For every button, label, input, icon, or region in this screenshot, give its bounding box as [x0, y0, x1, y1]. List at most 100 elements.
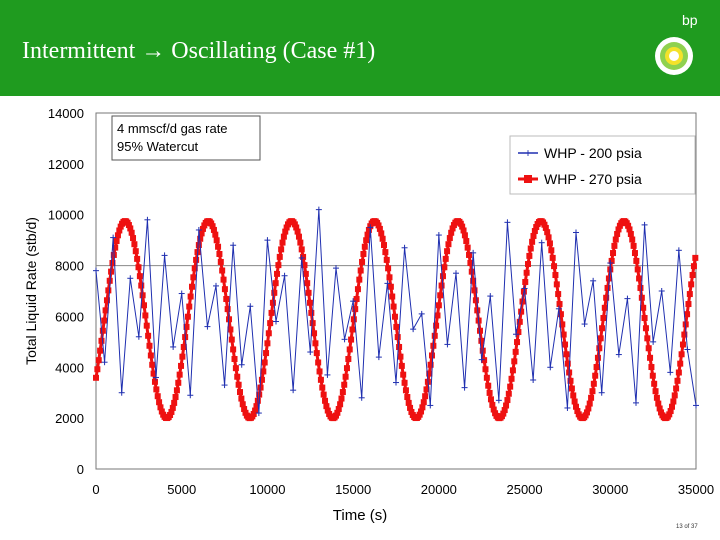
- series-270-point: [171, 399, 178, 406]
- series-270-point: [518, 308, 525, 315]
- series-270-point: [573, 403, 579, 410]
- series-200-point: [333, 265, 339, 272]
- x-tick-label: 25000: [506, 482, 542, 497]
- series-200-point: [598, 389, 605, 396]
- legend-label-200: WHP - 200 psia: [544, 145, 642, 161]
- series-270-point: [175, 379, 182, 386]
- series-200-point: [667, 369, 674, 376]
- series-200-point: [135, 333, 142, 340]
- y-tick-label: 12000: [48, 157, 84, 172]
- series-270-point: [375, 222, 382, 229]
- series-270-point: [404, 394, 411, 401]
- series-270-point: [335, 406, 342, 413]
- series-270-point: [402, 387, 409, 394]
- series-270-point: [614, 231, 621, 238]
- series-270-point: [396, 344, 403, 351]
- series-200-point: [213, 282, 219, 289]
- series-270-point: [516, 318, 523, 325]
- series-270-point: [477, 327, 483, 334]
- series-270-point: [586, 400, 593, 407]
- series-270-point: [361, 243, 368, 250]
- series-270-point: [408, 408, 415, 415]
- series-270-point: [482, 366, 489, 373]
- series-270-point: [354, 286, 361, 293]
- y-tick-label: 8000: [55, 259, 84, 274]
- series-200-point: [367, 224, 374, 231]
- series-200-point: [590, 277, 597, 284]
- series-270-point: [349, 326, 356, 333]
- series-270-point: [293, 224, 300, 231]
- series-200-point: [170, 343, 177, 350]
- series-270-point: [231, 356, 238, 363]
- series-270-point: [274, 270, 281, 277]
- series-270-point: [630, 242, 637, 249]
- series-270-point: [589, 388, 596, 395]
- series-200-point: [358, 394, 365, 401]
- series-270-point: [523, 269, 530, 276]
- series-200-point: [564, 404, 571, 411]
- series-270-point: [553, 281, 560, 288]
- series-270-point: [168, 408, 175, 415]
- series-270-point: [212, 231, 219, 238]
- series-270-point: [512, 348, 519, 355]
- series-270-point: [145, 332, 152, 339]
- series-200-point: [495, 397, 502, 404]
- series-270-point: [320, 391, 327, 398]
- y-axis-label: Total Liquid Rate (stb/d): [23, 217, 39, 365]
- series-270-point: [253, 403, 260, 410]
- series-270-point: [378, 230, 385, 237]
- y-tick-label: 2000: [55, 411, 84, 426]
- series-270-point: [241, 406, 248, 413]
- series-270-point: [427, 361, 434, 368]
- series-270-point: [322, 397, 329, 404]
- series-200-point: [144, 216, 151, 223]
- series-270-point: [391, 313, 398, 320]
- series-270-point: [316, 368, 323, 375]
- series-270-point: [250, 410, 257, 417]
- series-200-point: [127, 275, 134, 282]
- series-270-point: [633, 257, 640, 264]
- series-200-point: [307, 349, 314, 356]
- x-axis-ticks: 0 5000 10000 15000 20000 25000 30000 35000: [92, 482, 714, 497]
- series-270-point: [261, 359, 268, 366]
- series-270-point: [136, 273, 143, 280]
- legend-marker-270: [524, 175, 532, 183]
- series-270-point: [507, 383, 514, 390]
- legend-label-270: WHP - 270 psia: [544, 171, 642, 187]
- series-270-point: [232, 365, 239, 372]
- series-200-point: [693, 402, 699, 409]
- series-270-point: [610, 250, 617, 257]
- series-270-point: [312, 340, 319, 347]
- series-270-point: [503, 402, 510, 409]
- series-270-point: [356, 276, 363, 283]
- series-200-point: [178, 290, 185, 297]
- series-270-point: [526, 252, 533, 259]
- series-270-point: [448, 229, 455, 236]
- series-270-point: [103, 297, 110, 304]
- series-270-point: [615, 226, 622, 233]
- series-270-point: [154, 393, 161, 400]
- series-200-point: [264, 237, 271, 244]
- series-270-point: [611, 242, 618, 249]
- series-270-point: [383, 256, 390, 263]
- y-axis-ticks: 0 2000 4000 6000 8000 10000 12000 14000: [48, 106, 84, 477]
- series-270-point: [679, 341, 686, 348]
- series-270-point: [352, 306, 359, 313]
- series-270-point: [638, 294, 645, 301]
- series-270-point: [552, 272, 559, 279]
- series-270-point: [128, 229, 135, 236]
- series-200-point: [118, 389, 125, 396]
- series-200-point: [161, 252, 168, 259]
- series-270-point: [393, 323, 400, 330]
- series-270-point: [156, 399, 163, 406]
- series-270-point: [656, 405, 663, 412]
- series-270-point: [180, 344, 187, 351]
- series-270-point: [515, 329, 522, 336]
- annotation-line-1: 4 mmscf/d gas rate: [117, 121, 228, 136]
- series-270-point: [147, 352, 154, 359]
- series-270-point: [689, 272, 696, 279]
- series-270-point: [471, 287, 478, 294]
- series-270-point: [644, 335, 651, 342]
- series-200-point: [290, 387, 297, 394]
- series-270-point: [364, 231, 371, 238]
